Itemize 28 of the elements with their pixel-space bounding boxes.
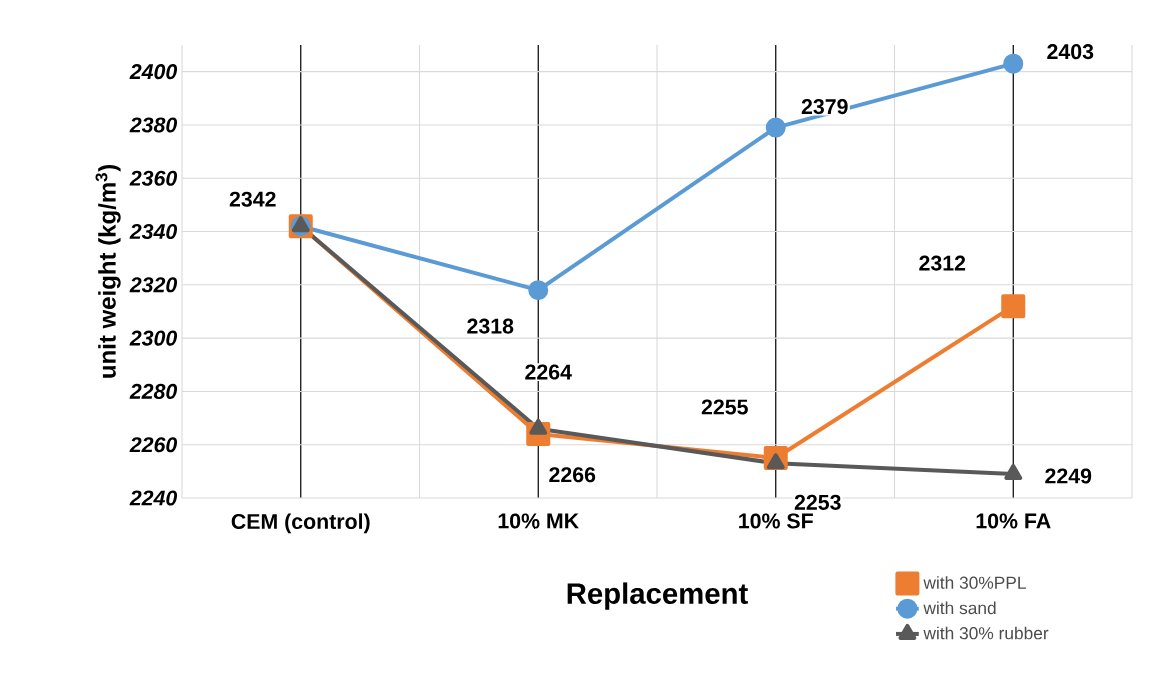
- y-tick-label: 2360: [129, 170, 178, 186]
- legend-label: with 30% rubber: [923, 626, 1049, 640]
- legend-label: with sand: [923, 601, 996, 615]
- legend-label: with 30%PPL: [923, 576, 1026, 589]
- y-tick-label: 2400: [129, 64, 178, 80]
- y-tick-label: 2320: [129, 277, 178, 293]
- y-axis-title: unit weight (kg/m$^{3}$): [95, 165, 121, 378]
- data-label: 2266: [549, 467, 596, 483]
- x-tick-label: CEM (control): [231, 513, 370, 534]
- y-tick-label: 2340: [129, 223, 178, 240]
- y-tick-label: 2280: [129, 383, 178, 399]
- x-axis-title: Replacement: [567, 582, 748, 610]
- data-label: 2253: [794, 494, 841, 510]
- y-tick-label: 2260: [129, 437, 178, 453]
- data-label: 2312: [919, 255, 966, 271]
- data-label: 2249: [1045, 468, 1092, 484]
- x-tick-label: 10% FA: [976, 513, 1051, 529]
- data-label: 2379: [801, 99, 848, 115]
- x-tick-label: 10% MK: [498, 513, 579, 529]
- y-tick-label: 2380: [129, 117, 178, 133]
- y-tick-label: 2300: [129, 330, 178, 346]
- data-label: 2264: [525, 364, 572, 380]
- data-label: 2342: [229, 191, 276, 207]
- y-tick-label: 2240: [129, 490, 178, 506]
- x-tick-label: 10% SF: [739, 513, 813, 529]
- data-label: 2318: [467, 318, 514, 334]
- data-label: 2255: [701, 399, 748, 415]
- data-label: 2403: [1047, 44, 1094, 60]
